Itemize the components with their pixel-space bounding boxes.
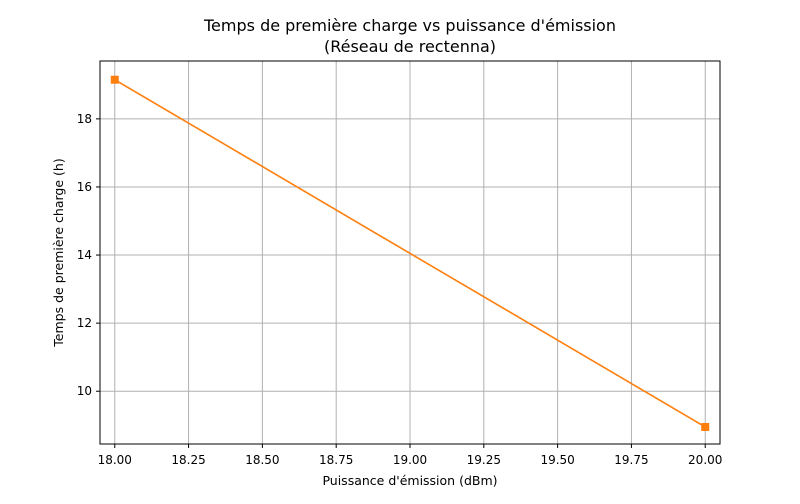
chart-title: Temps de première charge vs puissance d'… (203, 16, 616, 35)
x-tick-label: 18.50 (245, 453, 279, 467)
y-tick-label: 16 (77, 180, 92, 194)
grid-lines (100, 61, 720, 444)
x-tick-label: 18.25 (171, 453, 205, 467)
y-tick-label: 10 (77, 384, 92, 398)
x-axis-label: Puissance d'émission (dBm) (322, 473, 497, 488)
y-tick-label: 12 (77, 316, 92, 330)
y-ticks: 10 12 14 16 18 (77, 112, 100, 398)
y-axis-label: Temps de première charge (h) (51, 158, 66, 347)
series-layer (110, 75, 710, 431)
series-line (114, 79, 706, 428)
x-tick-label: 18.75 (319, 453, 353, 467)
chart-subtitle: (Réseau de rectenna) (324, 37, 496, 56)
x-tick-label: 19.25 (467, 453, 501, 467)
y-tick-label: 18 (77, 112, 92, 126)
data-point-marker (701, 422, 710, 431)
x-tick-label: 20.00 (688, 453, 722, 467)
x-tick-label: 19.75 (614, 453, 648, 467)
x-ticks: 18.00 18.25 18.50 18.75 19.00 19.25 19.50 19.75… (98, 444, 722, 467)
x-tick-label: 19.50 (540, 453, 574, 467)
data-point-marker (110, 75, 119, 84)
x-tick-label: 19.00 (393, 453, 427, 467)
y-tick-label: 14 (77, 248, 92, 262)
x-tick-label: 18.00 (98, 453, 132, 467)
